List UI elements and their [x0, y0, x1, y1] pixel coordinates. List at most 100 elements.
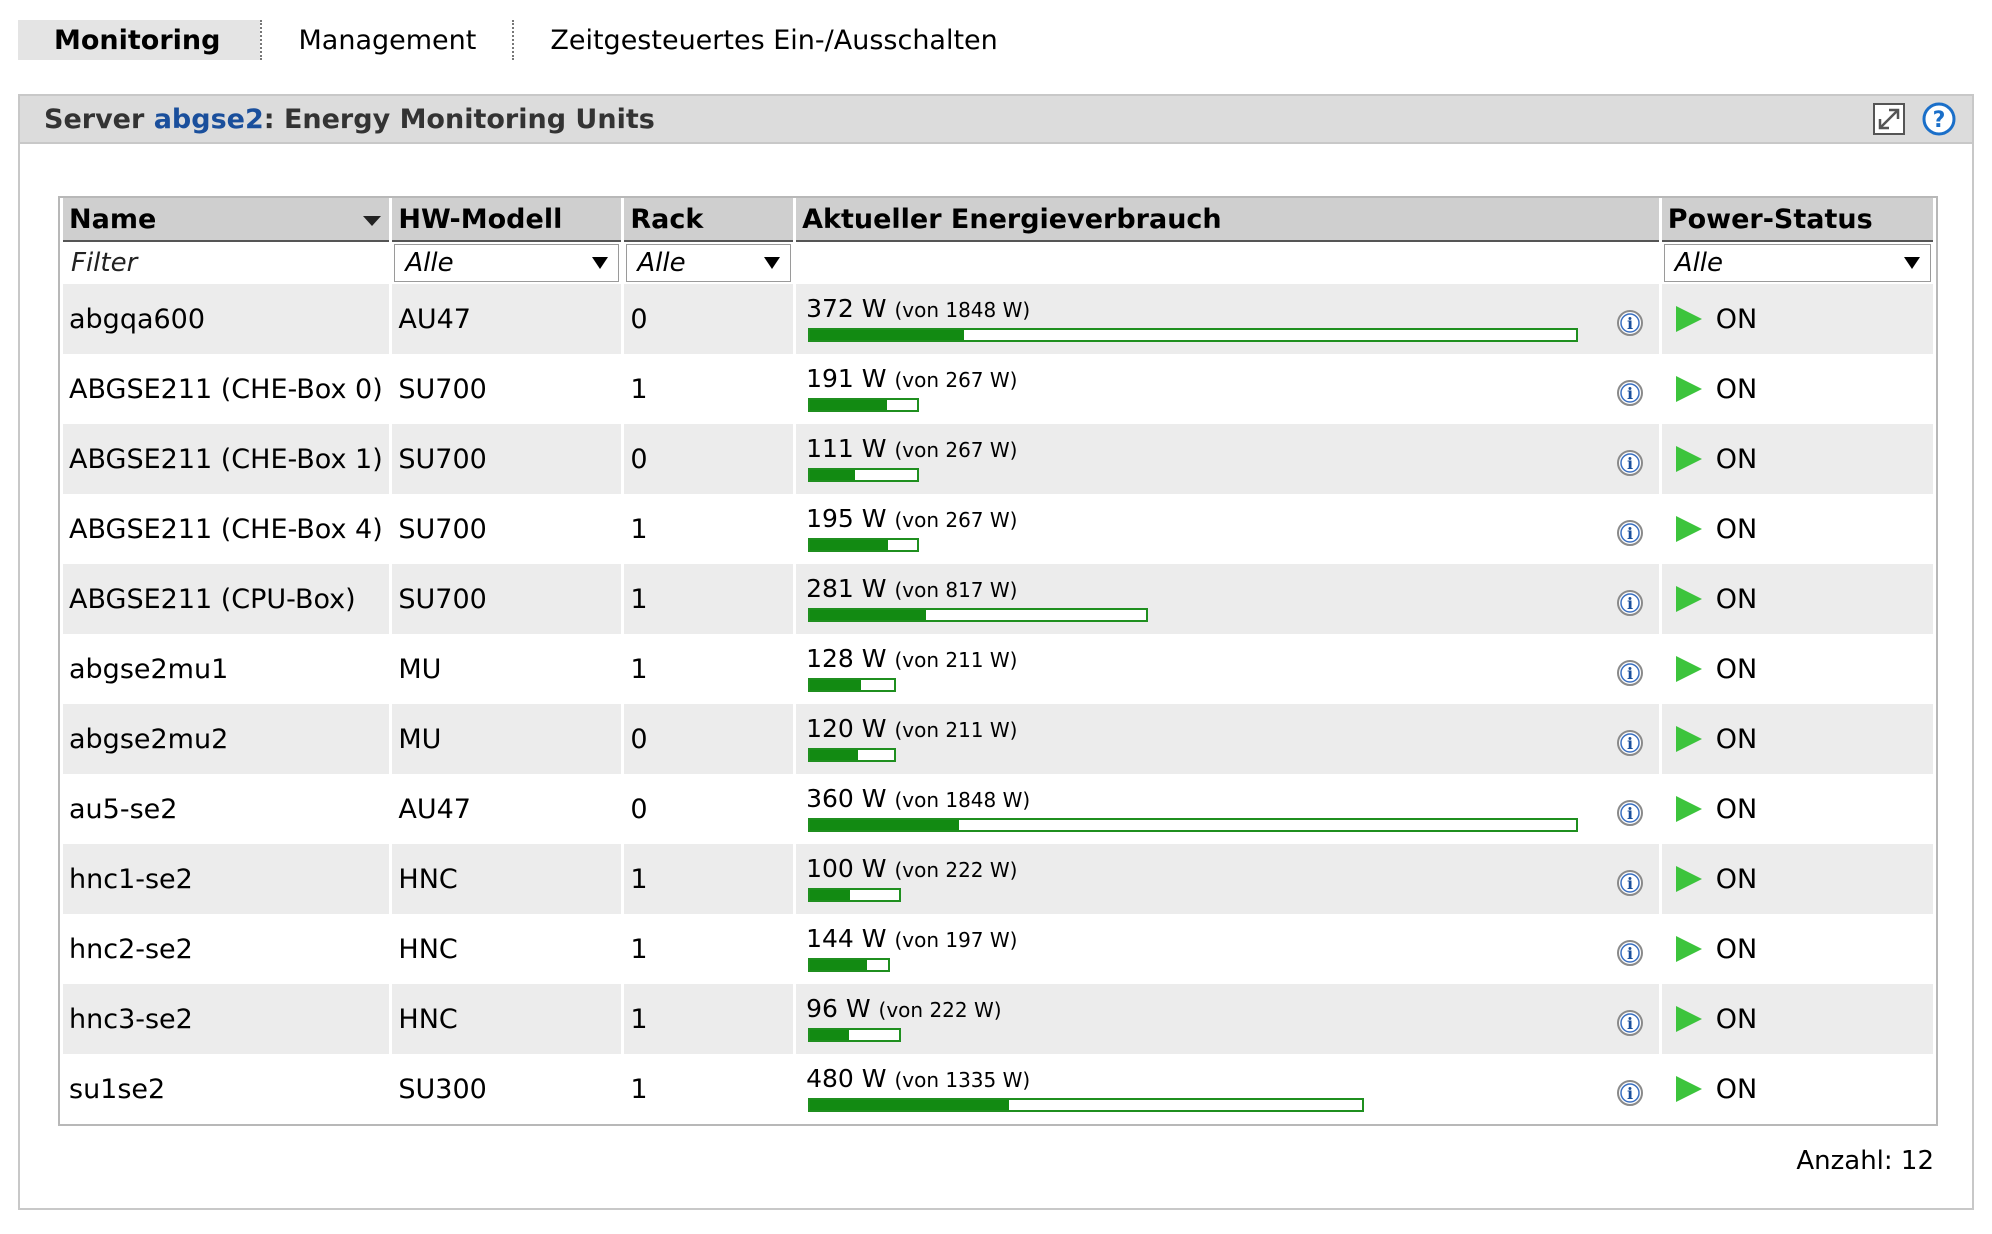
- cell-power-status: ON: [1661, 284, 1933, 354]
- cell-power-status: ON: [1661, 354, 1933, 424]
- info-icon[interactable]: i: [1615, 378, 1645, 408]
- tab-management[interactable]: Management: [298, 24, 477, 56]
- power-status-label: ON: [1715, 1003, 1758, 1035]
- energy-bar: [808, 538, 920, 552]
- energy-bar: [808, 468, 920, 482]
- cell-power-status: ON: [1661, 1054, 1933, 1124]
- cell-energy: 372 W (von 1848 W) i: [796, 284, 1659, 354]
- table-row[interactable]: ABGSE211 (CHE-Box 1) SU700 0 111 W (von 267…: [63, 424, 1933, 494]
- info-icon[interactable]: i: [1615, 798, 1645, 828]
- dropdown-arrow-icon: [1904, 257, 1920, 269]
- panel-header: Server abgse2 : Energy Monitoring Units …: [20, 96, 1972, 144]
- cell-energy: 480 W (von 1335 W) i: [796, 1054, 1659, 1124]
- info-icon[interactable]: i: [1615, 658, 1645, 688]
- play-icon: [1675, 1076, 1702, 1102]
- table-row[interactable]: abgse2mu1 MU 1 128 W (von 211 W) i ON: [63, 634, 1933, 704]
- energy-bar-fill: [810, 820, 960, 830]
- table-row[interactable]: hnc1-se2 HNC 1 100 W (von 222 W) i ON: [63, 844, 1933, 914]
- svg-text:i: i: [1627, 384, 1633, 403]
- info-icon[interactable]: i: [1615, 1078, 1645, 1108]
- cell-power-status: ON: [1661, 774, 1933, 844]
- cell-name: hnc1-se2: [63, 844, 390, 914]
- power-status-label: ON: [1715, 513, 1758, 545]
- col-header-power[interactable]: Power-Status: [1661, 198, 1933, 242]
- col-header-name[interactable]: Name: [63, 198, 390, 242]
- cell-name: ABGSE211 (CHE-Box 0): [63, 354, 390, 424]
- model-filter-select[interactable]: Alle: [394, 244, 620, 282]
- col-header-rack[interactable]: Rack: [624, 198, 794, 242]
- tab-separator: [512, 20, 515, 60]
- table-row[interactable]: ABGSE211 (CHE-Box 4) SU700 1 195 W (von 267…: [63, 494, 1933, 564]
- energy-bar-fill: [810, 1100, 1009, 1110]
- rack-filter-select[interactable]: Alle: [626, 244, 792, 282]
- svg-text:i: i: [1627, 734, 1633, 753]
- energy-bar-fill: [810, 680, 862, 690]
- table-row[interactable]: hnc3-se2 HNC 1 96 W (von 222 W) i ON: [63, 984, 1933, 1054]
- help-icon[interactable]: ?: [1920, 100, 1958, 138]
- energy-value: 195 W: [806, 504, 887, 533]
- energy-value: 144 W: [806, 924, 887, 953]
- power-filter-select[interactable]: Alle: [1663, 244, 1931, 282]
- energy-max: (von 1848 W): [894, 788, 1031, 812]
- energy-bar: [808, 1098, 1365, 1112]
- energy-max: (von 267 W): [894, 508, 1018, 532]
- tab-monitoring[interactable]: Monitoring: [18, 20, 261, 60]
- svg-text:i: i: [1627, 314, 1633, 333]
- table-row[interactable]: abgse2mu2 MU 0 120 W (von 211 W) i ON: [63, 704, 1933, 774]
- cell-energy: 120 W (von 211 W) i: [796, 704, 1659, 774]
- cell-name: abgse2mu2: [63, 704, 390, 774]
- table-row[interactable]: su1se2 SU300 1 480 W (von 1335 W) i ON: [63, 1054, 1933, 1124]
- play-icon: [1675, 516, 1702, 542]
- info-icon[interactable]: i: [1615, 1008, 1645, 1038]
- play-icon: [1675, 796, 1702, 822]
- cell-energy: 191 W (von 267 W) i: [796, 354, 1659, 424]
- play-icon: [1675, 306, 1702, 332]
- cell-energy: 128 W (von 211 W) i: [796, 634, 1659, 704]
- energy-bar: [808, 678, 897, 692]
- table-row[interactable]: au5-se2 AU47 0 360 W (von 1848 W) i ON: [63, 774, 1933, 844]
- energy-max: (von 222 W): [878, 998, 1002, 1022]
- cell-rack: 1: [624, 354, 794, 424]
- table-row[interactable]: abgqa600 AU47 0 372 W (von 1848 W) i ON: [63, 284, 1933, 354]
- energy-bar: [808, 818, 1579, 832]
- cell-model: MU: [392, 704, 622, 774]
- sort-desc-icon[interactable]: [363, 216, 382, 226]
- info-icon[interactable]: i: [1615, 868, 1645, 898]
- cell-rack: 1: [624, 494, 794, 564]
- col-header-model[interactable]: HW-Modell: [392, 198, 622, 242]
- energy-table-wrapper: Name HW-Modell Rack Aktueller Energiever…: [58, 196, 1938, 1126]
- cell-model: SU700: [392, 354, 622, 424]
- tab-scheduled-power[interactable]: Zeitgesteuertes Ein-/Ausschalten: [550, 24, 998, 56]
- energy-bar-fill: [810, 400, 887, 410]
- info-icon[interactable]: i: [1615, 308, 1645, 338]
- info-icon[interactable]: i: [1615, 588, 1645, 618]
- cell-power-status: ON: [1661, 984, 1933, 1054]
- info-icon[interactable]: i: [1615, 518, 1645, 548]
- maximize-icon[interactable]: [1870, 100, 1908, 138]
- cell-model: AU47: [392, 774, 622, 844]
- panel-header-icons: ?: [1870, 100, 1958, 138]
- power-status-label: ON: [1715, 443, 1758, 475]
- cell-energy: 281 W (von 817 W) i: [796, 564, 1659, 634]
- table-row[interactable]: ABGSE211 (CPU-Box) SU700 1 281 W (von 817 W…: [63, 564, 1933, 634]
- svg-text:i: i: [1627, 1014, 1633, 1033]
- info-icon[interactable]: i: [1615, 448, 1645, 478]
- info-icon[interactable]: i: [1615, 728, 1645, 758]
- cell-name: ABGSE211 (CHE-Box 1): [63, 424, 390, 494]
- server-link[interactable]: abgse2: [153, 103, 264, 135]
- info-icon[interactable]: i: [1615, 938, 1645, 968]
- svg-text:i: i: [1627, 454, 1633, 473]
- panel-title-suffix: : Energy Monitoring Units: [263, 103, 655, 135]
- energy-max: (von 1335 W): [894, 1068, 1031, 1092]
- table-row[interactable]: hnc2-se2 HNC 1 144 W (von 197 W) i ON: [63, 914, 1933, 984]
- name-filter-input[interactable]: Filter: [71, 248, 138, 278]
- energy-bar-fill: [810, 470, 855, 480]
- play-icon: [1675, 656, 1702, 682]
- col-header-energy[interactable]: Aktueller Energieverbrauch: [796, 198, 1659, 242]
- table-row[interactable]: ABGSE211 (CHE-Box 0) SU700 1 191 W (von 267…: [63, 354, 1933, 424]
- energy-value: 480 W: [806, 1064, 887, 1093]
- cell-power-status: ON: [1661, 914, 1933, 984]
- cell-energy: 111 W (von 267 W) i: [796, 424, 1659, 494]
- dropdown-arrow-icon: [764, 257, 781, 269]
- energy-value: 111 W: [806, 434, 887, 463]
